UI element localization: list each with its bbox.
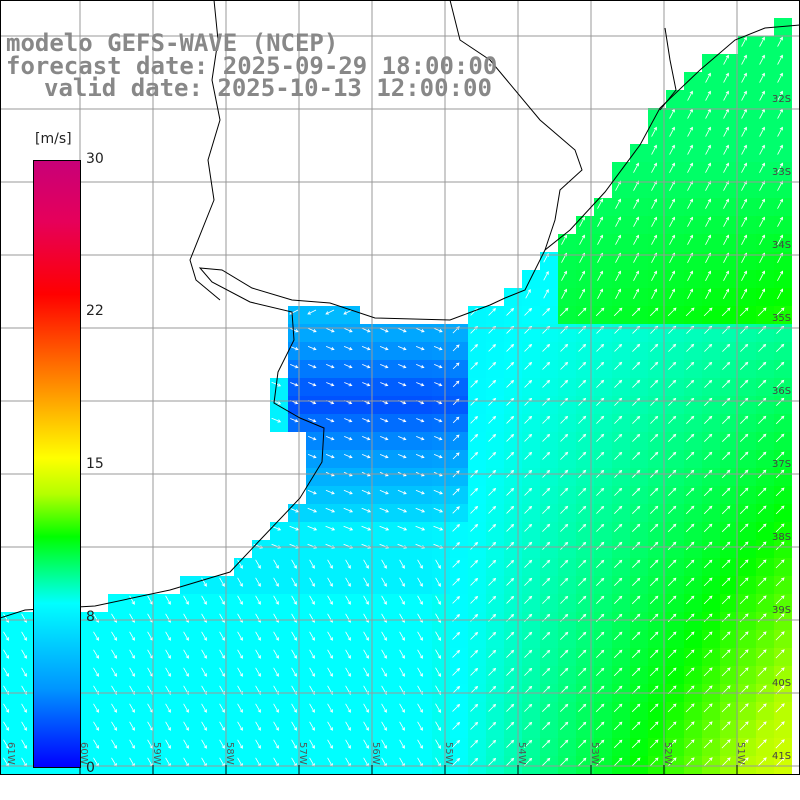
lon-label: 53W [589, 742, 600, 765]
lon-label: 59W [151, 742, 162, 765]
colorbar-tick: 15 [86, 456, 104, 472]
colorbar-tick: 0 [86, 760, 95, 776]
lon-label: 57W [297, 742, 308, 765]
lat-label: 38S [772, 532, 792, 543]
colorbar-tick: 22 [86, 303, 104, 319]
colorbar-unit: [m/s] [35, 131, 72, 147]
colorbar-tick: 8 [86, 609, 95, 625]
coastline [0, 0, 800, 619]
lon-label: 55W [443, 742, 454, 765]
lat-label: 34S [772, 240, 792, 251]
model-title: modelo GEFS-WAVE (NCEP) [6, 29, 339, 57]
colorbar [33, 160, 81, 768]
valid-date: valid date: 2025-10-13 12:00:00 [44, 74, 492, 102]
lat-label: 35S [772, 313, 792, 324]
lon-label: 61W [5, 742, 16, 765]
lat-label: 37S [772, 459, 792, 470]
lon-label: 60W [78, 742, 89, 765]
forecast-date: forecast date: 2025-09-29 18:00:00 [6, 52, 498, 80]
lat-label: 39S [772, 605, 792, 616]
lat-label: 36S [772, 386, 792, 397]
wind-speed-field [0, 18, 792, 774]
wind-arrows [3, 36, 800, 768]
lat-label: 41S [772, 751, 792, 762]
lat-label: 33S [772, 167, 792, 178]
lon-label: 54W [516, 742, 527, 765]
lat-label: 32S [772, 94, 792, 105]
lon-label: 56W [370, 742, 381, 765]
lon-label: 51W [735, 742, 746, 765]
lon-label: 58W [224, 742, 235, 765]
colorbar-tick: 30 [86, 151, 104, 167]
lat-label: 40S [772, 678, 792, 689]
lon-label: 52W [662, 742, 673, 765]
